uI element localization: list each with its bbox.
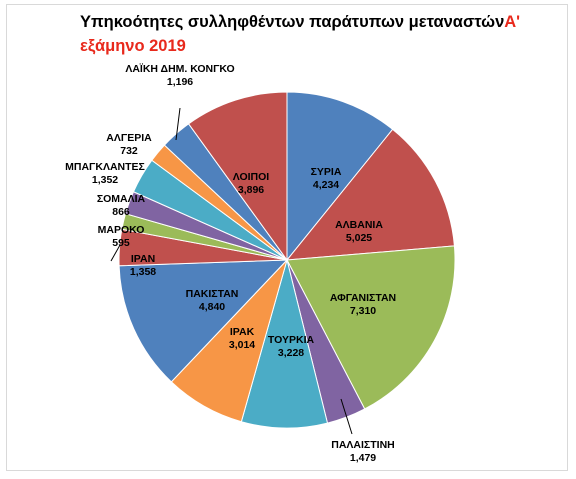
slice-value-10: 1,352 [92, 174, 118, 186]
slice-value-9: 866 [112, 206, 130, 218]
chart-title: Υπηκοότητες συλληφθέντων παράτυπων μεταν… [80, 10, 520, 58]
title-half: Α' [504, 13, 521, 31]
slice-name-11: ΑΛΓΕΡΙΑ [106, 132, 152, 144]
slice-value-0: 4,234 [313, 179, 339, 191]
slice-value-3: 1,479 [350, 452, 376, 464]
slice-value-5: 3,014 [229, 339, 255, 351]
slice-value-4: 3,228 [278, 347, 304, 359]
slice-value-8: 595 [112, 237, 130, 249]
slice-value-11: 732 [120, 145, 138, 157]
title-main: Υπηκοότητες συλληφθέντων παράτυπων μεταν… [80, 13, 505, 31]
leader-line-8 [110, 244, 121, 262]
slice-value-12: 1,196 [167, 76, 193, 88]
slice-name-1: ΑΛΒΑΝΙΑ [335, 219, 383, 231]
slice-name-12: ΛΑΪΚΗ ΔΗΜ. ΚΟΝΓΚΟ [125, 62, 234, 75]
slice-name-13: ΛΟΙΠΟΙ [233, 171, 270, 183]
slice-6 [118, 259, 289, 383]
slice-value-1: 5,025 [346, 232, 372, 244]
leader-line-3 [340, 398, 353, 435]
slice-name-5: ΙΡΑΚ [230, 326, 255, 338]
slice-0 [286, 91, 394, 262]
title-year: εξάμηνο 2019 [80, 37, 186, 55]
slice-name-10: ΜΠΑΓΚΛΑΝΤΕΣ [65, 161, 145, 173]
slice-name-0: ΣΥΡΙΑ [311, 166, 342, 178]
slice-2 [286, 245, 456, 410]
slice-value-2: 7,310 [350, 305, 376, 317]
slice-13 [187, 91, 288, 262]
slice-name-4: ΤΟΥΡΚΙΑ [268, 334, 315, 346]
slice-value-7: 1,358 [130, 266, 156, 278]
slice-1 [285, 128, 455, 261]
slice-value-6: 4,840 [199, 301, 225, 313]
leader-line-12 [175, 107, 181, 141]
slice-name-7: ΙΡΑΝ [131, 253, 155, 265]
slice-4 [240, 258, 329, 429]
slice-name-3: ΠΑΛΑΙΣΤΙΝΗ [331, 439, 394, 451]
slice-name-6: ΠΑΚΙΣΤΑΝ [186, 288, 239, 300]
slice-name-8: ΜΑΡΟΚΟ [98, 224, 145, 236]
slice-name-2: ΑΦΓΑΝΙΣΤΑΝ [330, 292, 396, 304]
slice-value-13: 3,896 [238, 184, 264, 196]
slice-name-9: ΣΟΜΑΛΙΑ [97, 193, 146, 205]
